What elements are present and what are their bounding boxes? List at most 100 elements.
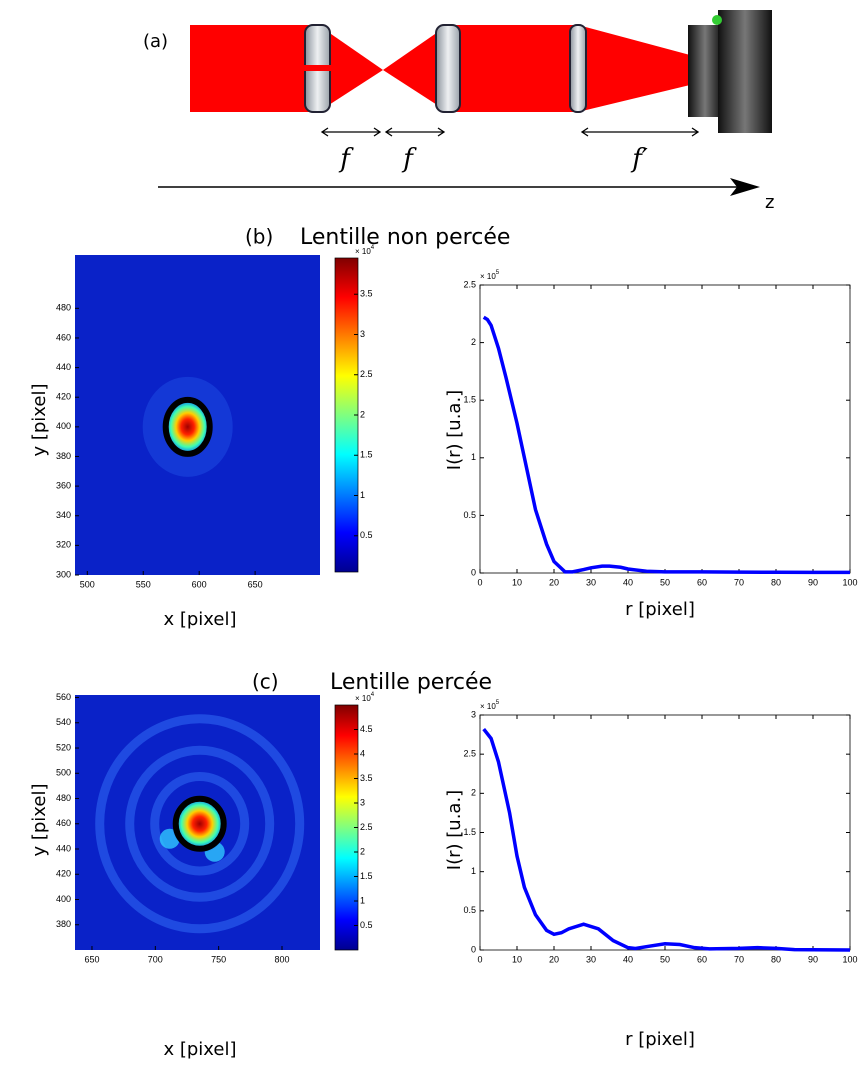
intensity-line [482, 315, 850, 575]
y-tick-label: 0 [471, 944, 476, 954]
camera-led [712, 15, 722, 25]
colorbar-tick-label: 1 [360, 895, 365, 905]
y-tick-label: 420 [56, 392, 71, 402]
axis-label: z [765, 192, 774, 213]
x-tick-label: 600 [192, 579, 207, 589]
x-tick-label: 650 [248, 579, 263, 589]
panel-title: Lentille non percée [300, 225, 510, 250]
y-tick-label: 2 [471, 337, 476, 347]
y-tick-label: 0 [471, 567, 476, 577]
x-tick-label: 60 [697, 577, 707, 587]
x-tick-label: 50 [660, 577, 670, 587]
colorbar-tick-label: 2 [360, 846, 365, 856]
y-tick-label: 0.5 [463, 510, 476, 520]
x-tick-label: 550 [136, 579, 151, 589]
colorbar-tick-label: 3 [360, 329, 365, 339]
plot-frame [479, 714, 851, 951]
y-tick-label: 2.5 [463, 279, 476, 289]
x-tick-label: 70 [734, 954, 744, 964]
colorbar-tick-label: 0.5 [360, 530, 373, 540]
x-tick-label: 10 [512, 954, 522, 964]
y-tick-label: 1.5 [463, 827, 476, 837]
focal-arrows [320, 127, 700, 137]
lens [435, 24, 461, 113]
panel-label: (b) [245, 225, 273, 249]
y-axis-label: y [pixel] [29, 783, 50, 856]
y-tick-label: 540 [56, 717, 71, 727]
y-tick-label: 320 [56, 540, 71, 550]
x-tick-label: 30 [586, 577, 596, 587]
x-tick-label: 40 [623, 577, 633, 587]
y-tick-label: 380 [56, 451, 71, 461]
colorbar-tick-label: 3.5 [360, 289, 373, 299]
y-tick-label: 1.5 [463, 395, 476, 405]
intensity-line [482, 728, 851, 952]
y-tick-label: 360 [56, 480, 71, 490]
diffraction-ring [150, 772, 250, 876]
panel-label: (c) [252, 670, 279, 694]
x-tick-label: 90 [808, 577, 818, 587]
y-tick-label: 520 [56, 742, 71, 752]
setup-diagram: (a) f f f′ z [143, 10, 774, 213]
y-tick-label: 0.5 [463, 905, 476, 915]
y-tick-label: 440 [56, 362, 71, 372]
multiplier-base: × 10 [480, 272, 496, 281]
multiplier: × 104 [355, 245, 375, 257]
y-tick-label: 460 [56, 332, 71, 342]
colorbar-tick-label: 4 [360, 748, 365, 758]
camera [688, 25, 722, 117]
x-axis-label: r [pixel] [625, 1029, 695, 1050]
y-axis-label: I(r) [u.a.] [444, 390, 465, 470]
colorbar-tick-label: 1.5 [360, 450, 373, 460]
colorbar-tick-label: 4.5 [360, 724, 373, 734]
multiplier-exponent: 5 [496, 700, 500, 706]
diffraction-ring [125, 745, 275, 902]
multiplier-exponent: 4 [371, 692, 375, 698]
y-tick-label: 300 [56, 569, 71, 579]
x-tick-label: 40 [623, 954, 633, 964]
multiplier: × 105 [480, 270, 500, 282]
y-tick-label: 500 [56, 768, 71, 778]
beam [190, 25, 383, 112]
multiplier-exponent: 4 [371, 245, 375, 251]
y-tick-label: 440 [56, 843, 71, 853]
colorbar-tick-label: 0.5 [360, 920, 373, 930]
diffraction-ring [95, 714, 305, 934]
x-tick-label: 0 [477, 577, 482, 587]
x-tick-label: 70 [734, 577, 744, 587]
lens-hole [304, 65, 331, 71]
x-tick-label: 800 [274, 954, 289, 964]
contour-ring [172, 795, 227, 852]
multiplier-base: × 10 [355, 247, 371, 256]
x-tick-label: 80 [771, 954, 781, 964]
x-tick-label: 80 [771, 577, 781, 587]
colorbar-tick-label: 1.5 [360, 871, 373, 881]
x-tick-label: 100 [842, 577, 857, 587]
colorbar-tick-label: 3 [360, 797, 365, 807]
y-tick-label: 2.5 [463, 749, 476, 759]
x-tick-label: 30 [586, 954, 596, 964]
colorbar-tick-label: 2 [360, 409, 365, 419]
x-tick-label: 650 [84, 954, 99, 964]
y-tick-label: 460 [56, 818, 71, 828]
z-arrow [730, 178, 760, 196]
spot [161, 395, 214, 458]
colorbar-tick-label: 2.5 [360, 369, 373, 379]
multiplier-base: × 10 [355, 694, 371, 703]
x-axis-label: x [pixel] [163, 1039, 236, 1060]
multiplier: × 104 [355, 692, 375, 704]
plot-frame [479, 284, 851, 574]
x-tick-label: 500 [80, 579, 95, 589]
y-tick-label: 380 [56, 919, 71, 929]
spot [171, 794, 228, 853]
y-tick-label: 400 [56, 894, 71, 904]
colorbar-tick-label: 2.5 [360, 822, 373, 832]
panel-title: Lentille percée [330, 670, 492, 695]
x-tick-label: 20 [549, 954, 559, 964]
x-tick-label: 10 [512, 577, 522, 587]
y-tick-label: 400 [56, 421, 71, 431]
focal-label: f′ [630, 144, 648, 174]
y-tick-label: 1 [471, 452, 476, 462]
